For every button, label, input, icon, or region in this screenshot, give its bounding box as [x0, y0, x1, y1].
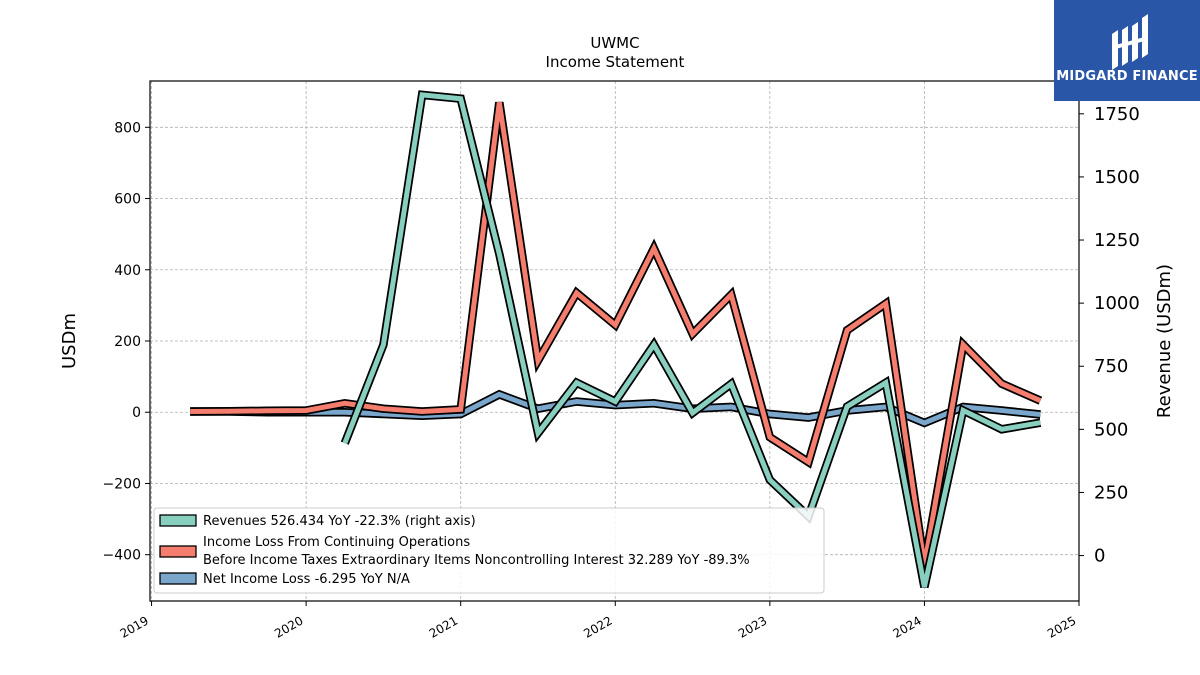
y-axis-title: USDm [59, 313, 80, 369]
x-tick-label: 2021 [427, 613, 460, 640]
y-tick-label: 800 [114, 120, 141, 136]
y-tick-label: 200 [114, 334, 141, 350]
y-tick-label: −400 [103, 548, 141, 564]
legend: Revenues 526.434 YoY -22.3% (right axis)… [153, 507, 825, 594]
y-right-tick-label: 1000 [1094, 293, 1140, 314]
y-right-tick-label: 0 [1094, 546, 1105, 567]
brand-name: MIDGARD FINANCE [1056, 69, 1198, 84]
x-axis: 2019 2020 2021 2022 2023 2024 2025 [118, 601, 1080, 641]
series-1 [190, 101, 1043, 567]
legend-box [153, 507, 825, 594]
legend-swatch-revenues [159, 514, 197, 527]
legend-label-net-income: Net Income Loss -6.295 YoY N/A [203, 572, 410, 587]
y-tick-label: 400 [114, 263, 141, 279]
legend-label-revenues: Revenues 526.434 YoY -22.3% (right axis) [203, 514, 476, 529]
series-lines [190, 90, 1043, 589]
series-line [342, 92, 1041, 588]
midgard-logo-icon [1112, 14, 1148, 70]
x-tick-label: 2023 [736, 613, 769, 640]
x-tick-label: 2020 [272, 613, 305, 640]
y-right-tick-label: 250 [1094, 482, 1128, 503]
legend-label-income-line2: Before Income Taxes Extraordinary Items … [203, 553, 750, 568]
y-tick-label: 0 [132, 405, 141, 421]
left-axis: −400 −200 0 200 400 600 800 [103, 120, 150, 564]
chart-title: UWMC [590, 34, 639, 52]
series-line [190, 102, 1042, 566]
y-tick-label: −200 [103, 476, 141, 492]
y-right-tick-label: 1250 [1094, 230, 1140, 251]
x-tick-label: 2024 [890, 613, 923, 640]
right-axis: 0 250 500 750 1000 1250 1500 1750 [1079, 104, 1140, 567]
legend-swatch-income-before-taxes [159, 545, 197, 558]
y-right-tick-label: 750 [1094, 356, 1128, 377]
legend-swatch-net-income [159, 572, 197, 585]
series-0 [340, 90, 1042, 589]
x-tick-label: 2019 [118, 613, 151, 640]
x-tick-label: 2022 [581, 613, 614, 640]
y-right-tick-label: 1500 [1094, 167, 1140, 188]
x-tick-label: 2025 [1045, 613, 1078, 640]
brand-badge: MIDGARD FINANCE [1054, 0, 1200, 101]
y-axis-right-title: Revenue (USDm) [1154, 264, 1175, 418]
y-right-tick-label: 1750 [1094, 104, 1140, 125]
legend-label-income-line1: Income Loss From Continuing Operations [203, 535, 470, 550]
y-right-tick-label: 500 [1094, 419, 1128, 440]
y-tick-label: 600 [114, 192, 141, 208]
chart-subtitle: Income Statement [546, 53, 685, 71]
